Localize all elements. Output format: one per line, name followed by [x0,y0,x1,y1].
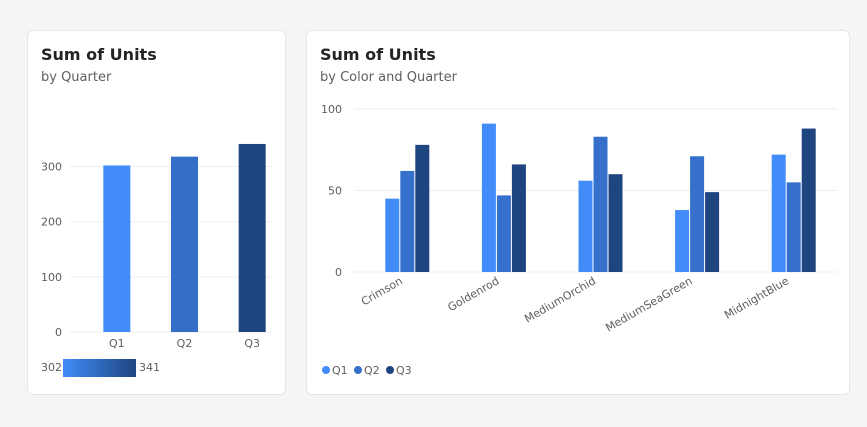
color-scale-max-label: 341 [139,361,160,374]
y-tick-label: 0 [335,266,342,279]
x-tick-label: MediumOrchid [522,274,598,325]
bar-mediumseagreen-q2 [690,156,705,272]
bar-q3 [238,143,266,332]
x-tick-label: Q3 [244,337,260,350]
x-tick-label: Crimson [359,274,405,308]
bar-midnightblue-q3 [801,128,816,272]
bar-crimson-q2 [400,170,415,272]
bar-mediumorchid-q3 [608,174,623,272]
chart-title: Sum of Units [320,45,436,64]
x-tick-label: Goldenrod [446,274,502,314]
x-tick-label: MidnightBlue [722,274,791,321]
y-tick-label: 300 [41,161,62,174]
chart-title: Sum of Units [41,45,157,64]
bar-crimson-q3 [415,144,430,272]
y-tick-label: 0 [55,326,62,339]
legend-marker-q2 [354,366,362,374]
bar-mediumseagreen-q3 [705,192,720,272]
y-tick-label: 100 [41,271,62,284]
bar-goldenrod-q2 [496,195,511,272]
legend-label-q1: Q1 [332,364,348,377]
bar-q1 [103,165,131,332]
bar-goldenrod-q3 [511,164,526,272]
bar-mediumorchid-q1 [578,180,593,272]
bar-midnightblue-q1 [771,154,786,272]
bar-q2 [171,156,198,332]
x-tick-label: Q2 [177,337,193,350]
x-tick-label: Q1 [109,337,125,350]
bar-midnightblue-q2 [786,182,801,272]
color-quarter-chart-card: Sum of Units by Color and Quarter 0 50 100… [306,30,850,395]
legend-label-q2: Q2 [364,364,380,377]
y-tick-label: 100 [321,103,342,116]
chart-subtitle: by Quarter [41,70,112,85]
quarter-bar-chart: 0 100 200 300 Q1 Q2 Q3 302 341 [41,143,273,377]
color-scale-bar [63,359,136,377]
x-tick-label: MediumSeaGreen [603,274,694,334]
legend-label-q3: Q3 [396,364,412,377]
bar-mediumorchid-q2 [593,136,608,272]
quarter-chart-card: Sum of Units by Quarter 0 100 200 300 Q1 Q2 Q3… [27,30,286,395]
legend-marker-q3 [386,366,394,374]
bar-crimson-q1 [385,198,400,272]
chart-subtitle: by Color and Quarter [320,70,457,85]
legend-marker-q1 [322,366,330,374]
y-tick-label: 200 [41,216,62,229]
y-tick-label: 50 [328,185,342,198]
bar-mediumseagreen-q1 [675,210,690,272]
color-quarter-bar-chart: 0 50 100 Crimson Goldenrod MediumOrchid Medium… [321,103,837,377]
color-scale-min-label: 302 [41,361,62,374]
bar-goldenrod-q1 [481,123,496,272]
